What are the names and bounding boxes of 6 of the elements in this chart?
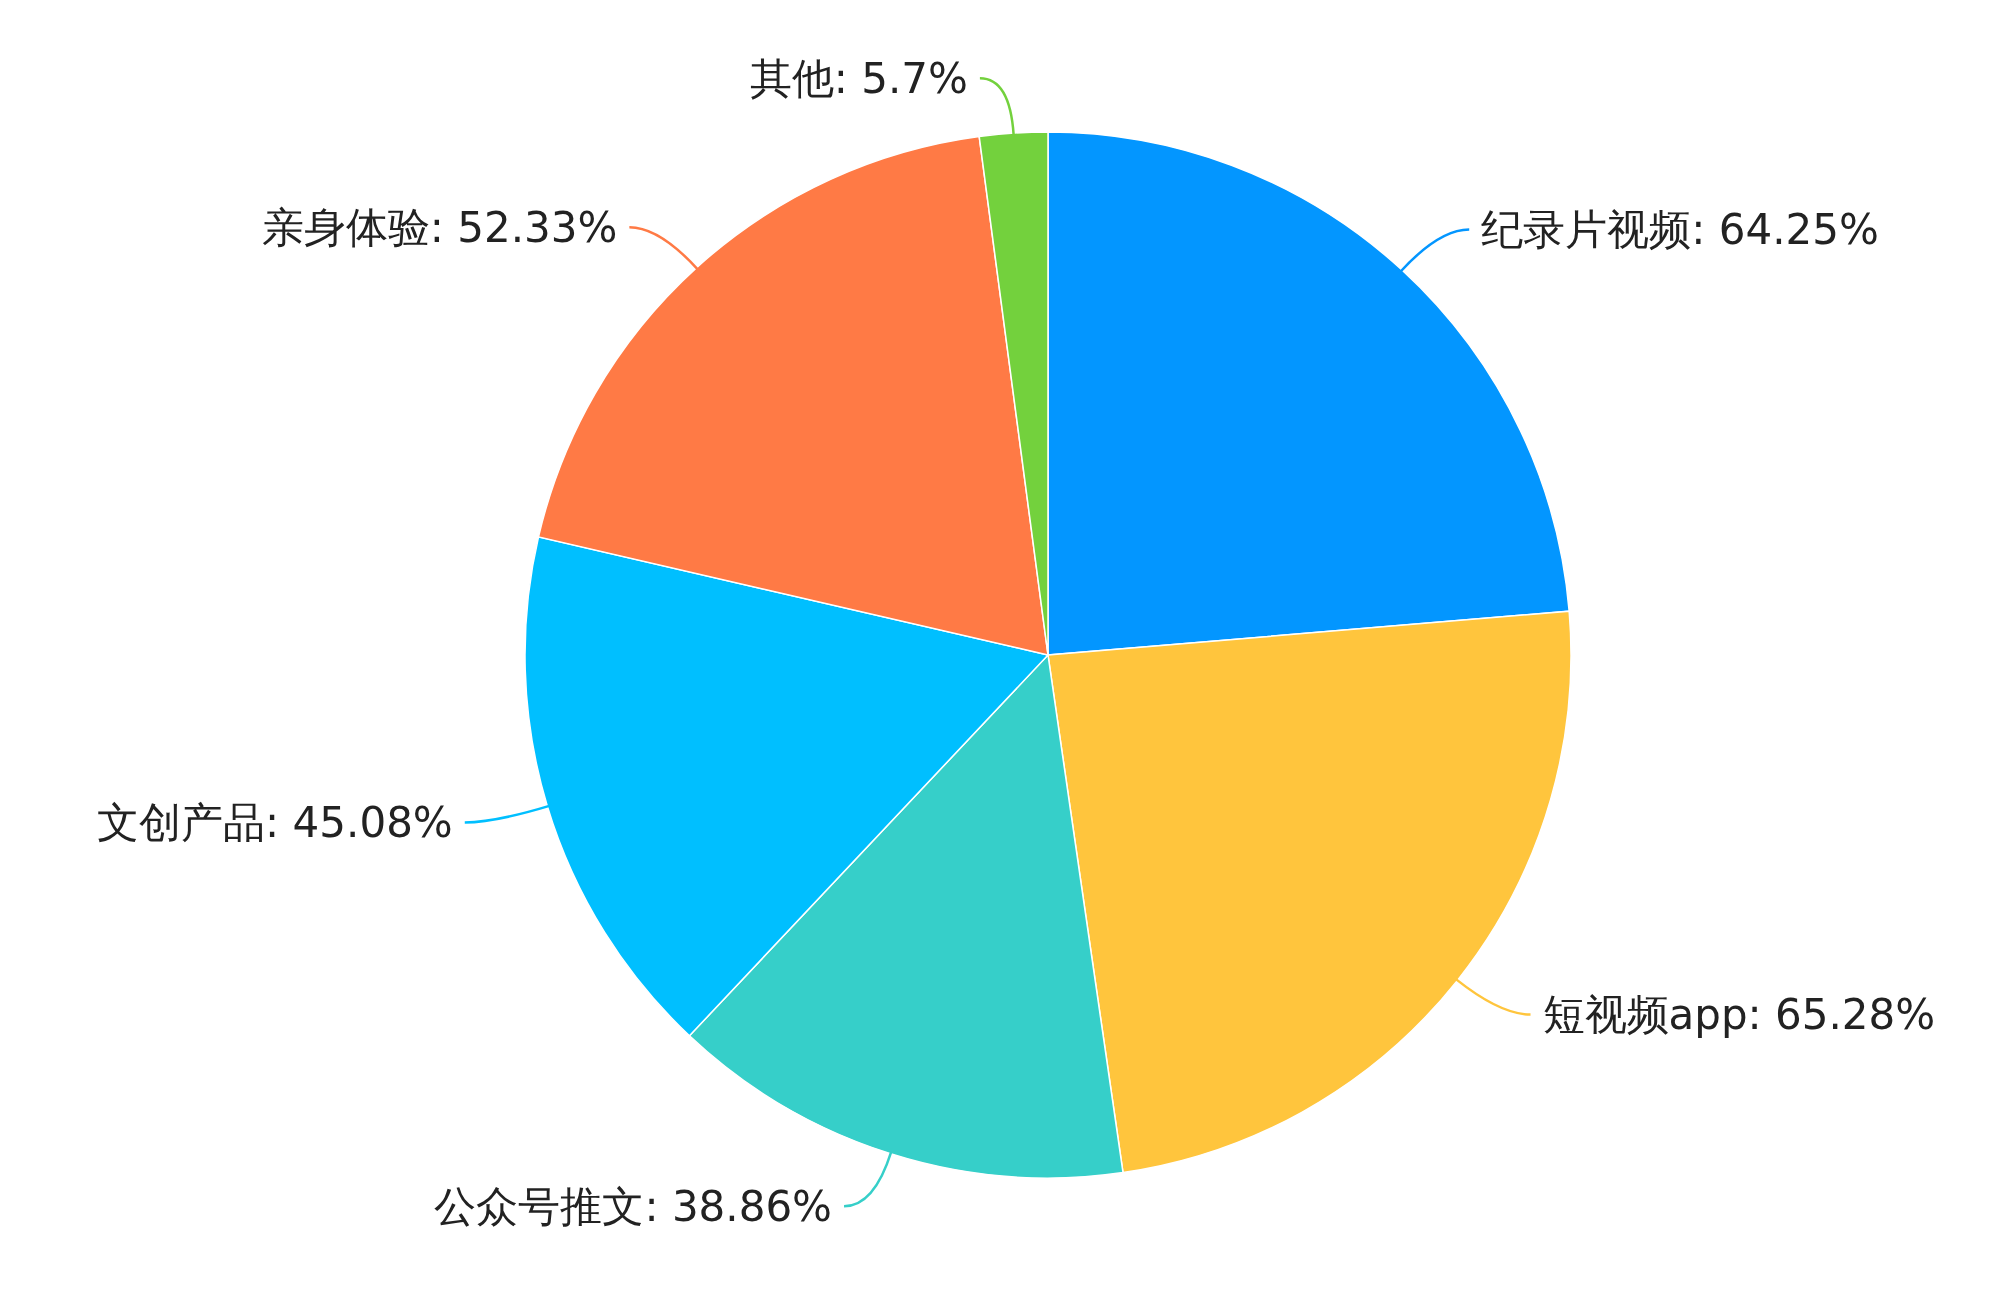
slice-label: 短视频app: 65.28%: [1542, 990, 1936, 1040]
slice-label: 公众号推文: 38.86%: [434, 1181, 833, 1231]
slice-label: 纪录片视频: 64.25%: [1481, 205, 1879, 255]
slice-label: 文创产品: 45.08%: [97, 797, 453, 847]
slice-label: 其他: 5.7%: [749, 53, 968, 103]
slice-label: 亲身体验: 52.33%: [261, 202, 618, 252]
